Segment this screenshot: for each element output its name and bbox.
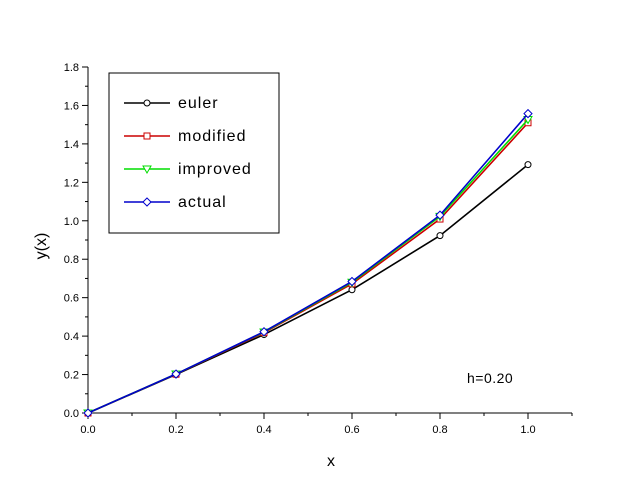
series-line-actual <box>87 113 529 414</box>
legend-marker-euler <box>143 99 151 107</box>
legend-box <box>108 72 280 234</box>
legend-label-modified: modified <box>178 128 246 145</box>
step-size-annotation: h=0.20 <box>467 370 513 386</box>
data-point-actual <box>523 108 533 119</box>
y-tick-label: 0.4 <box>64 331 79 343</box>
x-tick-label: 0.8 <box>432 424 447 436</box>
legend-item-actual: actual <box>124 194 227 211</box>
y-tick-label: 0.2 <box>64 370 79 382</box>
data-point-actual <box>171 369 181 379</box>
legend-item-euler: euler <box>124 95 219 112</box>
y-axis-label: y(x) <box>33 233 50 260</box>
y-tick-label: 1.4 <box>64 139 79 151</box>
x-tick-label: 0.6 <box>344 424 359 436</box>
legend-label-improved: improved <box>178 161 252 178</box>
y-tick-label: 1.8 <box>64 62 79 74</box>
data-point-actual <box>435 210 445 220</box>
legend-label-actual: actual <box>178 194 227 211</box>
legend-label-euler: euler <box>178 95 219 112</box>
series-layer <box>83 108 533 419</box>
y-tick-label: 0.8 <box>64 254 79 266</box>
y-tick-label: 0.0 <box>64 408 79 420</box>
y-tick-label: 0.6 <box>64 293 79 305</box>
data-point-actual <box>259 327 269 337</box>
series-actual <box>83 108 533 418</box>
data-point-euler <box>436 232 444 240</box>
legend: euler modified improved actual <box>108 72 280 234</box>
data-point-actual <box>347 276 357 287</box>
y-tick-label: 1.0 <box>64 216 79 228</box>
axes: 0.0 0.2 0.4 0.6 0.8 1.0 0.0 0.2 0.4 0.6 0.8 1.0 1.2 1… <box>64 62 573 436</box>
x-tick-label: 1.0 <box>520 424 535 436</box>
data-point-euler <box>348 286 356 294</box>
legend-marker-modified <box>143 132 151 140</box>
x-tick-label: 0.4 <box>256 424 271 436</box>
legend-item-improved: improved <box>124 161 252 178</box>
data-point-euler <box>524 161 532 169</box>
legend-marker-actual <box>142 197 152 207</box>
legend-marker-improved <box>142 165 152 175</box>
data-point-actual <box>83 408 93 418</box>
x-tick-label: 0.0 <box>80 424 95 436</box>
x-tick-label: 0.2 <box>168 424 183 436</box>
y-tick-label: 1.6 <box>64 100 79 112</box>
x-axis-label: x <box>327 453 335 470</box>
legend-item-modified: modified <box>124 128 246 145</box>
y-tick-label: 1.2 <box>64 177 79 189</box>
